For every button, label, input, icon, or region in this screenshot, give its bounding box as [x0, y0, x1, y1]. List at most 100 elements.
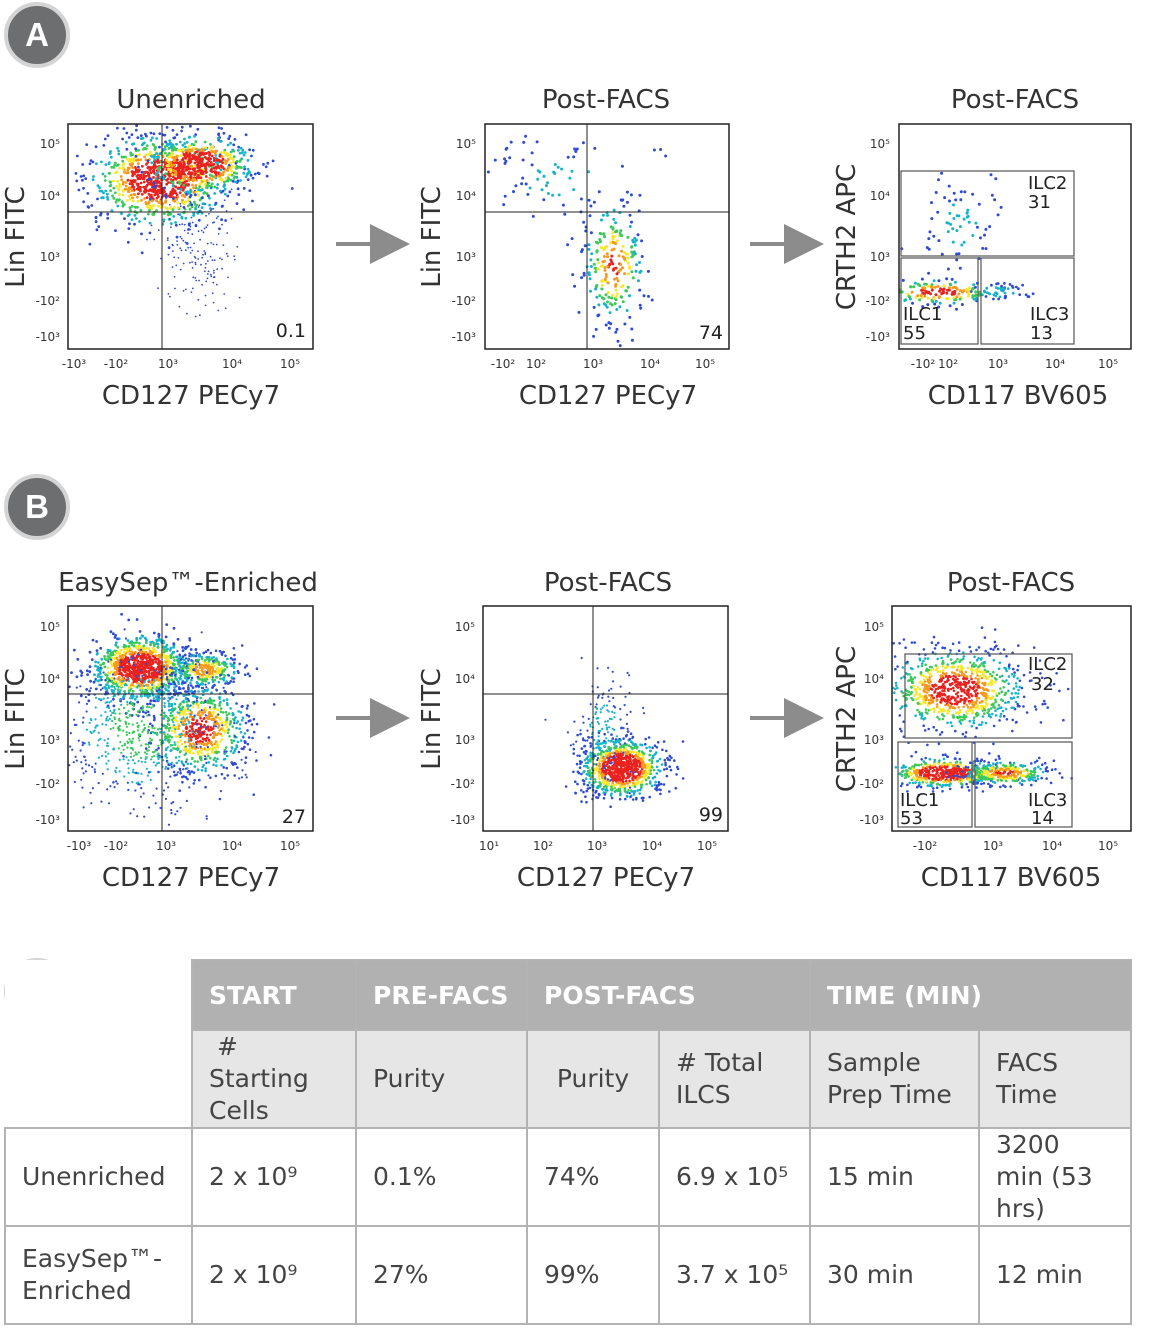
event-dot — [207, 664, 211, 667]
event-dot — [127, 190, 131, 193]
event-dot — [205, 179, 209, 182]
event-dot — [142, 185, 146, 189]
event-dot — [197, 250, 199, 253]
event-dot — [157, 752, 160, 755]
event-dot — [139, 637, 142, 640]
event-dot — [265, 174, 269, 178]
event-dot — [224, 177, 228, 180]
event-dot — [584, 752, 587, 756]
x-tick: 10⁴ — [640, 357, 660, 371]
event-dot — [204, 253, 207, 256]
event-dot — [620, 164, 624, 168]
event-dot — [974, 286, 977, 289]
event-dot — [135, 124, 139, 128]
event-dot — [96, 184, 100, 188]
event-dot — [131, 651, 135, 655]
event-dot — [163, 702, 166, 705]
event-dot — [125, 147, 129, 151]
event-dot — [536, 169, 540, 173]
event-dot — [957, 252, 961, 256]
event-dot — [206, 717, 209, 720]
x-tick: 10³ — [156, 839, 176, 853]
event-dot — [190, 735, 194, 739]
event-dot — [126, 746, 129, 749]
event-dot — [88, 242, 92, 246]
event-dot — [139, 669, 142, 672]
event-dot — [208, 747, 212, 751]
event-dot — [985, 286, 989, 290]
x-tick: 10³ — [583, 357, 603, 371]
event-dot — [180, 237, 183, 240]
event-dot — [586, 783, 590, 787]
event-dot — [579, 197, 583, 201]
event-dot — [200, 751, 203, 755]
event-dot — [988, 292, 991, 296]
event-dot — [146, 705, 149, 709]
event-dot — [647, 294, 650, 298]
event-dot — [200, 263, 202, 266]
event-dot — [156, 755, 159, 758]
event-dot — [213, 185, 217, 189]
event-dot — [618, 344, 622, 348]
event-dot — [493, 158, 497, 162]
event-dot — [164, 206, 168, 210]
event-dot — [207, 738, 211, 742]
event-dot — [190, 670, 193, 673]
event-dot — [197, 230, 200, 233]
event-dot — [175, 142, 178, 146]
event-dot — [600, 279, 604, 283]
event-dot — [676, 767, 680, 771]
event-dot — [106, 666, 110, 670]
event-dot — [222, 650, 225, 654]
event-dot — [573, 147, 577, 151]
event-dot — [960, 290, 964, 294]
event-dot — [136, 158, 140, 162]
event-dot — [967, 292, 971, 296]
event-dot — [199, 723, 203, 726]
event-dot — [158, 688, 161, 691]
event-dot — [124, 664, 127, 668]
event-dot — [152, 204, 155, 208]
event-dot — [232, 739, 236, 743]
event-dot — [151, 686, 154, 690]
event-dot — [172, 642, 176, 646]
event-dot — [162, 789, 166, 792]
event-dot — [127, 618, 131, 622]
event-dot — [135, 645, 139, 649]
event-dot — [163, 665, 166, 668]
event-dot — [607, 326, 611, 330]
event-dot — [188, 739, 191, 743]
event-dot — [159, 739, 162, 742]
event-dot — [952, 203, 955, 207]
event-dot — [88, 665, 92, 669]
event-dot — [112, 179, 115, 183]
x-tick: 10³ — [158, 357, 178, 371]
event-dot — [235, 172, 239, 175]
event-dot — [239, 711, 243, 714]
event-dot — [960, 303, 964, 306]
event-dot — [194, 263, 197, 266]
event-dot — [141, 709, 144, 712]
event-dot — [589, 204, 593, 208]
y-tick: -10³ — [36, 330, 61, 344]
event-dot — [589, 258, 593, 262]
event-dot — [187, 645, 190, 648]
event-dot — [613, 277, 616, 281]
event-dot — [193, 760, 197, 763]
event-dot — [130, 752, 133, 755]
event-dot — [204, 175, 208, 178]
event-dot — [139, 795, 142, 798]
event-dot — [266, 161, 270, 165]
event-dot — [139, 189, 142, 193]
event-dot — [199, 735, 202, 738]
event-dot — [204, 663, 208, 667]
event-dot — [224, 219, 228, 222]
event-dot — [193, 173, 197, 177]
event-dot — [165, 623, 169, 626]
event-dot — [186, 716, 189, 719]
event-dot — [145, 196, 149, 200]
event-dot — [155, 209, 158, 212]
event-dot — [94, 718, 97, 721]
event-dot — [136, 700, 140, 704]
event-dot — [124, 683, 127, 686]
